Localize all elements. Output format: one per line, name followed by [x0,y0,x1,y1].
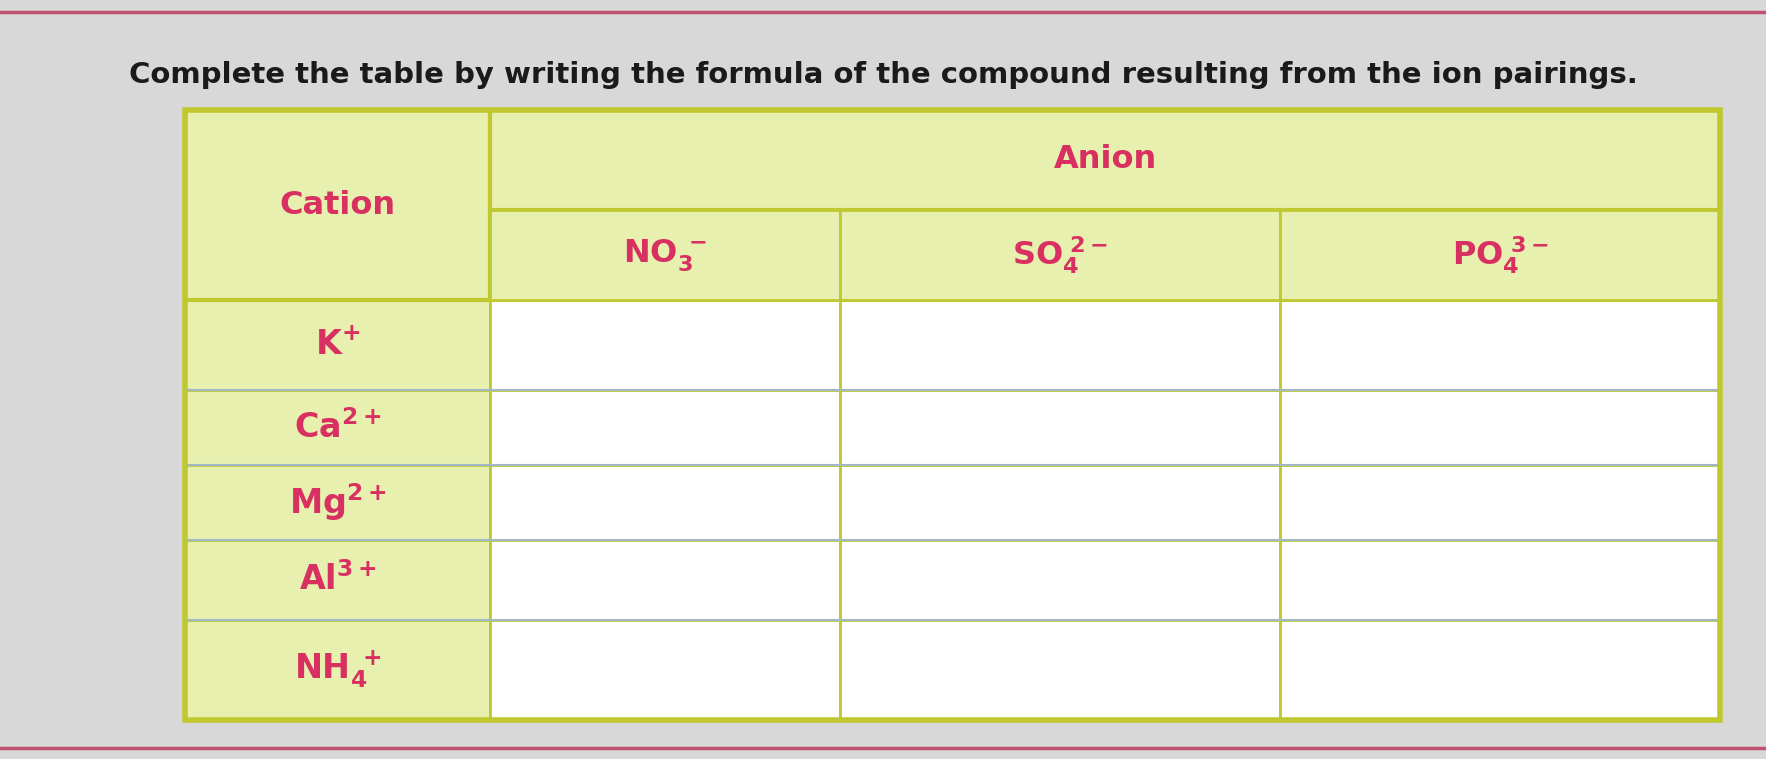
Bar [841,390,1280,465]
Bar [489,300,841,390]
Bar [185,300,489,390]
Bar [185,540,489,620]
Text: $\mathdefault{SO_4^{\ 2-}}$: $\mathdefault{SO_4^{\ 2-}}$ [1012,234,1107,276]
Bar [489,465,841,540]
Bar [1280,620,1720,720]
Bar [841,300,1280,390]
Text: $\mathdefault{K^{+}}$: $\mathdefault{K^{+}}$ [314,329,360,361]
Text: $\mathdefault{NH_4^{\ +}}$: $\mathdefault{NH_4^{\ +}}$ [293,649,381,691]
Text: $\mathdefault{Al^{3+}}$: $\mathdefault{Al^{3+}}$ [298,562,376,597]
Text: Cation: Cation [279,190,396,221]
Bar [1280,465,1720,540]
Bar [185,390,489,465]
Text: Anion: Anion [1053,144,1157,175]
Bar [185,110,489,300]
Text: Complete the table by writing the formula of the compound resulting from the ion: Complete the table by writing the formul… [129,61,1637,89]
Text: $\mathdefault{Mg^{2+}}$: $\mathdefault{Mg^{2+}}$ [290,482,387,524]
Bar [489,620,841,720]
Text: $\mathdefault{PO_4^{\ 3-}}$: $\mathdefault{PO_4^{\ 3-}}$ [1452,234,1549,276]
Text: $\mathdefault{NO_3^{\ -}}$: $\mathdefault{NO_3^{\ -}}$ [623,237,706,273]
Bar [489,210,841,300]
Bar [841,210,1280,300]
Bar [1280,300,1720,390]
Bar [185,465,489,540]
Bar [489,110,1720,210]
Bar [841,620,1280,720]
Bar [1280,210,1720,300]
Bar [1280,390,1720,465]
Bar [841,465,1280,540]
Bar [185,110,1720,720]
Bar [1280,540,1720,620]
Bar [841,540,1280,620]
Bar [185,620,489,720]
Text: $\mathdefault{Ca^{2+}}$: $\mathdefault{Ca^{2+}}$ [293,410,381,445]
Bar [489,540,841,620]
Bar [489,390,841,465]
